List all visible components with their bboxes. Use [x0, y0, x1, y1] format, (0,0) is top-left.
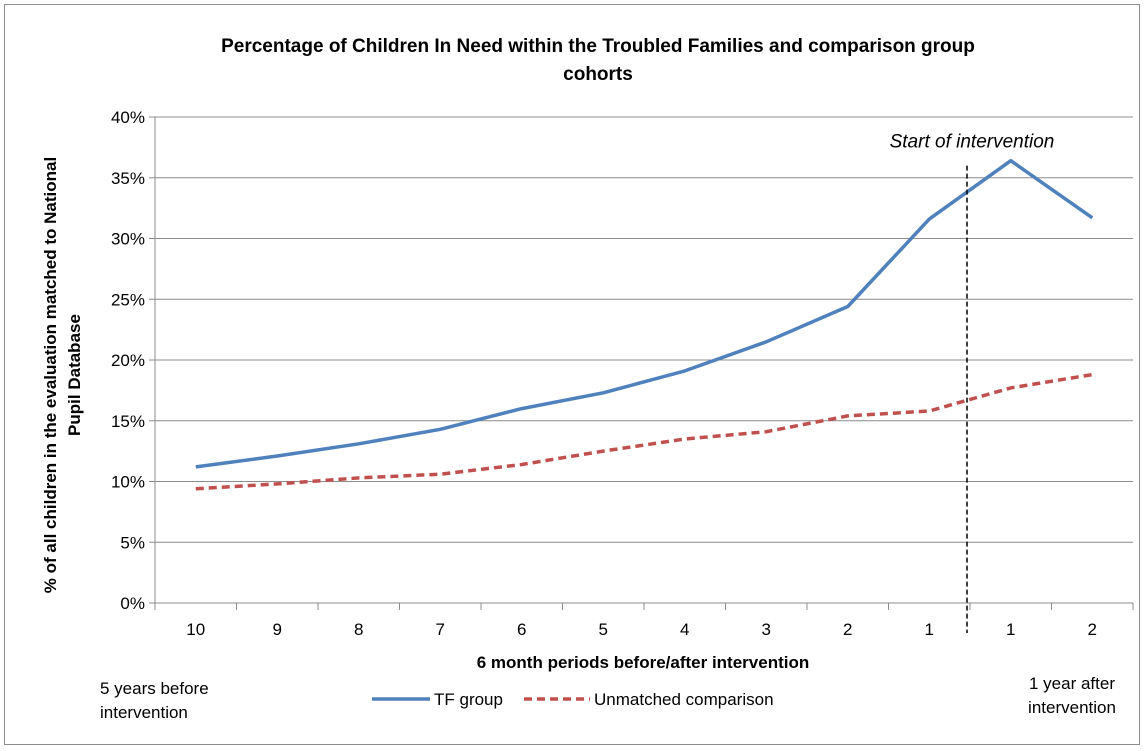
intervention-annotation: Start of intervention [890, 131, 1055, 152]
y-tick-label: 25% [111, 290, 145, 309]
y-axis-title-line1: % of all children in the evaluation matc… [41, 157, 60, 593]
legend-label-tf-group: TF group [434, 690, 503, 709]
x-tick-labels: 10 9 8 7 6 5 4 3 2 1 1 2 [186, 620, 1097, 639]
x-tick-label: 3 [762, 620, 771, 639]
series-lines [195, 158, 1094, 491]
right-note-line2: intervention [1028, 698, 1116, 717]
x-axis-title: 6 month periods before/after interventio… [477, 653, 810, 672]
right-note-line1: 1 year after [1029, 674, 1115, 693]
y-tick-label: 20% [111, 351, 145, 370]
y-tick-label: 35% [111, 169, 145, 188]
series-line-unmatched-comparison [195, 372, 1093, 491]
y-tick-label: 10% [111, 473, 145, 492]
x-tick-label: 1 [925, 620, 934, 639]
x-tick-label: 7 [436, 620, 445, 639]
left-note-line2: intervention [100, 703, 188, 722]
chart-frame [4, 4, 1140, 745]
x-tick-label: 9 [273, 620, 282, 639]
chart-title-line2: cohorts [563, 64, 633, 85]
legend-label-unmatched-comparison: Unmatched comparison [594, 690, 774, 709]
y-tick-label: 40% [111, 108, 145, 127]
chart-title-line1: Percentage of Children In Need within th… [221, 36, 975, 57]
y-axis-title-line2: Pupil Database [65, 314, 84, 436]
x-tick-label: 1 [1006, 620, 1015, 639]
x-tick-label: 2 [843, 620, 852, 639]
x-tick-label: 5 [599, 620, 608, 639]
legend: TF group Unmatched comparison [372, 690, 774, 709]
y-tick-label: 30% [111, 230, 145, 249]
x-tick-label: 10 [186, 620, 205, 639]
gridlines [149, 116, 1133, 604]
x-tick-label: 2 [1088, 620, 1097, 639]
axes [154, 117, 1134, 610]
y-tick-labels: 0% 5% 10% 15% 20% 25% 30% 35% 40% [111, 108, 145, 613]
x-tick-label: 6 [517, 620, 526, 639]
y-tick-label: 0% [120, 594, 145, 613]
y-tick-label: 15% [111, 412, 145, 431]
left-note-line1: 5 years before [100, 679, 209, 698]
series-line-tf-group [195, 158, 1094, 469]
x-tick-label: 8 [354, 620, 363, 639]
x-tick-label: 4 [680, 620, 689, 639]
y-tick-label: 5% [120, 533, 145, 552]
